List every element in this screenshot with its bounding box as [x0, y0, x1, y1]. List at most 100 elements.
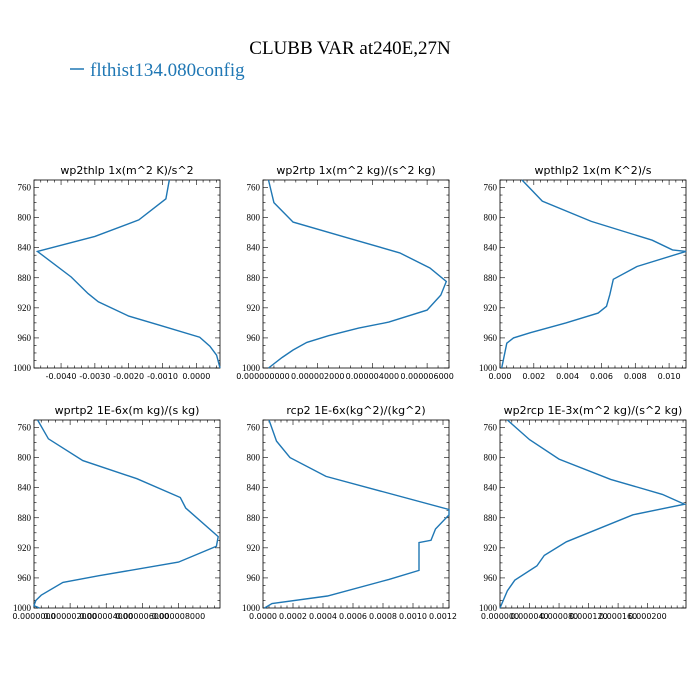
y-tick-label: 880: [484, 273, 498, 283]
x-tick-label: 0.0010: [399, 612, 427, 621]
x-tick-label: -0.0030: [79, 372, 110, 381]
y-tick-label: 920: [18, 303, 32, 313]
y-tick-label: 840: [247, 243, 261, 253]
y-tick-label: 920: [484, 303, 498, 313]
x-tick-label: 0.000006000: [400, 372, 453, 381]
y-tick-label: 960: [18, 573, 32, 583]
y-tick-label: 960: [484, 573, 498, 583]
subplot-3: wpthlp2 1x(m K^2)/s 760 800 840 880 920 960 100…: [479, 164, 687, 381]
y-tick-label: 800: [18, 453, 32, 463]
y-tick-label: 1000: [479, 603, 498, 613]
y-tick-label: 800: [484, 453, 498, 463]
subplot-title: wp2rtp 1x(m^2 kg)/(s^2 kg): [276, 164, 435, 177]
x-tick-label: 0.000: [489, 372, 512, 381]
x-tick-label: 0.000000000: [236, 372, 289, 381]
x-tick-label: 0.000006000: [116, 612, 169, 621]
y-tick-label: 1000: [13, 363, 32, 373]
x-tick-label: 0.000160: [599, 612, 637, 621]
x-tick-label: 0.0000: [249, 612, 277, 621]
x-tick-label: 0.008: [624, 372, 647, 381]
subplot-4: wprtp2 1E-6x(m kg)/(s kg) 760 800 840 880 920…: [12, 404, 221, 621]
y-tick-label: 840: [484, 243, 498, 253]
y-tick-label: 760: [18, 183, 32, 193]
x-tick-label: -0.0020: [113, 372, 144, 381]
x-tick-label: -0.0040: [46, 372, 77, 381]
y-tick-label: 840: [247, 483, 261, 493]
x-tick-label: 0.004: [556, 372, 579, 381]
subplot-title: rcp2 1E-6x(kg^2)/(kg^2): [286, 404, 425, 417]
plot-frame: [33, 419, 221, 609]
y-tick-label: 760: [247, 183, 261, 193]
x-tick-label: 0.000004000: [346, 372, 399, 381]
subplot-2: wp2rtp 1x(m^2 kg)/(s^2 kg) 760 800 840 880 92…: [236, 164, 454, 381]
plot-frame: [499, 179, 687, 369]
y-tick-label: 1000: [13, 603, 32, 613]
x-tick-label: 0.000002000: [291, 372, 344, 381]
x-tick-label: 0.0004: [309, 612, 337, 621]
x-tick-label: 0.002: [522, 372, 545, 381]
y-tick-label: 800: [18, 213, 32, 223]
subplot-grid: wp2thlp 1x(m^2 K)/s^2 760 800 840 880 920 960 1…: [12, 164, 687, 621]
x-tick-label: 0.0012: [429, 612, 457, 621]
subplot-title: wp2rcp 1E-3x(m^2 kg)/(s^2 kg): [504, 404, 683, 417]
y-tick-label: 880: [247, 513, 261, 523]
subplot-title: wp2thlp 1x(m^2 K)/s^2: [60, 164, 193, 177]
y-tick-label: 880: [484, 513, 498, 523]
x-tick-label: 0.000004000: [80, 612, 133, 621]
x-tick-label: 0.0008: [369, 612, 397, 621]
series-line: [264, 419, 450, 609]
x-tick-label: 0.000080: [540, 612, 578, 621]
x-tick-label: -0.0010: [147, 372, 178, 381]
x-tick-label: 0.0000000: [12, 612, 55, 621]
y-tick-label: 960: [247, 573, 261, 583]
subplot-title: wprtp2 1E-6x(m kg)/(s kg): [55, 404, 200, 417]
y-tick-label: 960: [484, 333, 498, 343]
x-tick-label: 0.010: [658, 372, 681, 381]
y-tick-label: 760: [484, 183, 498, 193]
y-tick-label: 960: [247, 333, 261, 343]
y-tick-label: 920: [247, 303, 261, 313]
x-tick-label: 0.000040: [510, 612, 548, 621]
plot-frame: [33, 179, 221, 369]
y-tick-label: 760: [247, 423, 261, 433]
x-tick-label: 0.0000: [182, 372, 210, 381]
y-tick-label: 800: [247, 453, 261, 463]
figure-title: CLUBB VAR at240E,27N: [249, 38, 451, 59]
x-tick-label: 0.0002: [279, 612, 307, 621]
y-tick-label: 840: [18, 483, 32, 493]
x-tick-label: 0.000002000: [43, 612, 96, 621]
plot-frame: [262, 179, 450, 369]
x-tick-label: 0.000008000: [152, 612, 205, 621]
subplot-5: rcp2 1E-6x(kg^2)/(kg^2) 760 800 840 880 920 96…: [242, 404, 457, 621]
x-tick-label: 0.0006: [339, 612, 367, 621]
x-tick-label: 0.000000: [481, 612, 519, 621]
y-tick-label: 800: [247, 213, 261, 223]
y-tick-label: 1000: [242, 363, 261, 373]
x-tick-label: 0.000200: [629, 612, 667, 621]
y-tick-label: 840: [484, 483, 498, 493]
series-line: [499, 419, 687, 609]
y-tick-label: 800: [484, 213, 498, 223]
subplot-6: wp2rcp 1E-3x(m^2 kg)/(s^2 kg) 760 800 840 88…: [479, 404, 687, 621]
y-tick-label: 1000: [479, 363, 498, 373]
y-tick-label: 960: [18, 333, 32, 343]
y-tick-label: 920: [247, 543, 261, 553]
y-tick-label: 880: [247, 273, 261, 283]
plot-frame: [499, 419, 687, 609]
series-line: [267, 179, 448, 369]
y-tick-label: 760: [484, 423, 498, 433]
y-tick-label: 880: [18, 513, 32, 523]
subplot-title: wpthlp2 1x(m K^2)/s: [535, 164, 652, 177]
x-tick-label: 0.000120: [569, 612, 607, 621]
series-line: [33, 419, 219, 609]
subplot-1: wp2thlp 1x(m^2 K)/s^2 760 800 840 880 920 960 1…: [13, 164, 221, 381]
y-tick-label: 920: [484, 543, 498, 553]
plot-frame: [262, 419, 450, 609]
x-tick-label: 0.006: [590, 372, 613, 381]
series-line: [35, 179, 221, 369]
y-tick-label: 920: [18, 543, 32, 553]
y-tick-label: 840: [18, 243, 32, 253]
y-tick-label: 760: [18, 423, 32, 433]
y-tick-label: 1000: [242, 603, 261, 613]
